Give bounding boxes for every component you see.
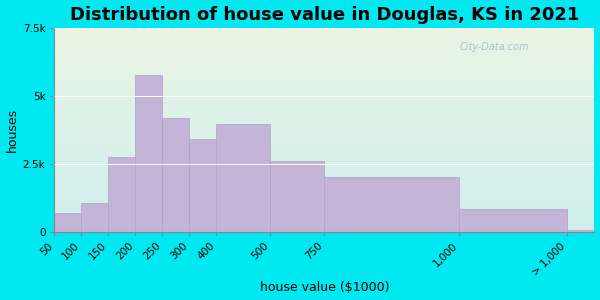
Bar bbox=[460, 209, 568, 232]
Bar bbox=[82, 203, 109, 232]
Bar bbox=[568, 230, 595, 232]
Bar bbox=[325, 177, 460, 232]
Title: Distribution of house value in Douglas, KS in 2021: Distribution of house value in Douglas, … bbox=[70, 6, 579, 24]
Bar bbox=[190, 140, 217, 232]
Bar bbox=[271, 161, 325, 232]
Y-axis label: houses: houses bbox=[5, 108, 19, 152]
Text: City-Data.com: City-Data.com bbox=[460, 42, 529, 52]
Bar bbox=[163, 118, 190, 232]
Bar bbox=[55, 213, 82, 232]
Bar bbox=[217, 124, 271, 232]
Bar bbox=[136, 76, 163, 232]
Bar bbox=[109, 157, 136, 232]
X-axis label: house value ($1000): house value ($1000) bbox=[260, 281, 389, 294]
